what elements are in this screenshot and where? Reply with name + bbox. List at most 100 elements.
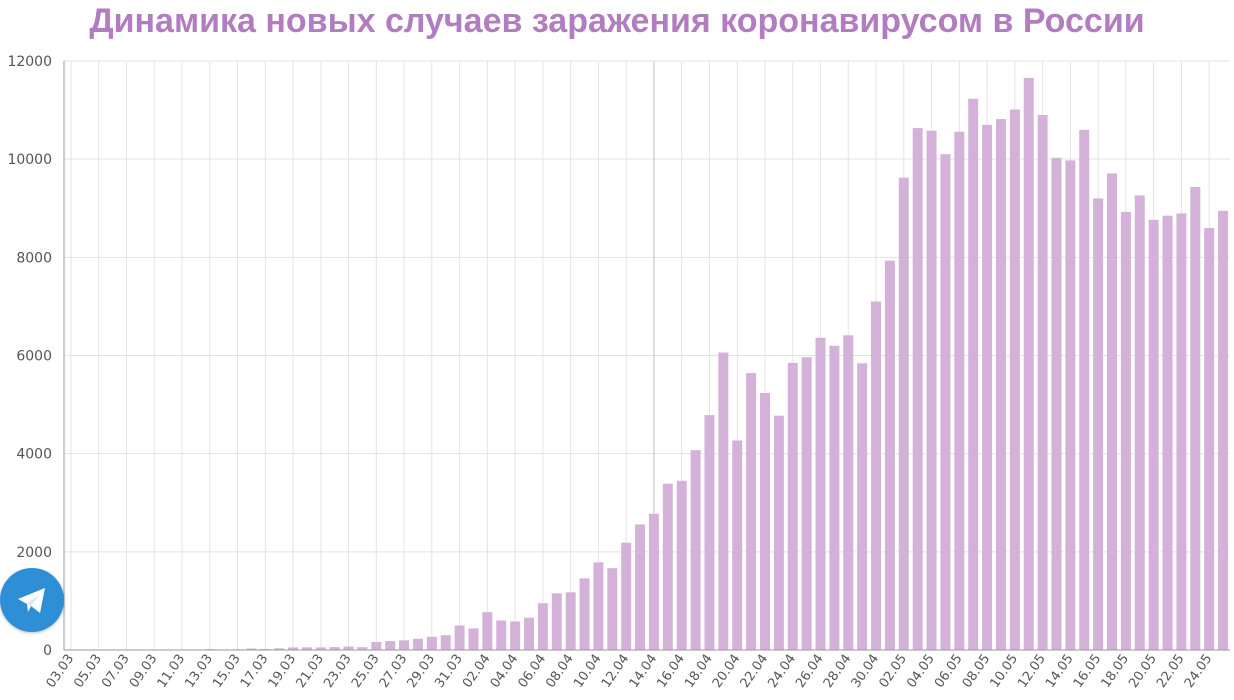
bar [676, 480, 687, 650]
x-tick-label: 28.04 [821, 652, 855, 691]
bar [412, 638, 423, 650]
x-tick-label: 14.04 [627, 652, 661, 691]
bar [1190, 186, 1201, 651]
bar [635, 524, 646, 650]
bar [510, 621, 521, 650]
x-tick-label: 23.03 [321, 652, 355, 691]
bar [1051, 157, 1062, 650]
bar [607, 568, 618, 650]
axes [63, 61, 1230, 651]
x-tick-label: 06.04 [516, 652, 550, 691]
bar [871, 301, 882, 650]
bar [482, 612, 493, 650]
x-tick-label: 12.05 [1015, 652, 1049, 691]
x-tick-label: 13.03 [182, 652, 216, 691]
bar [1009, 109, 1020, 651]
x-tick-label: 04.04 [488, 652, 522, 691]
telegram-share-button[interactable] [0, 568, 64, 632]
bar [579, 578, 590, 650]
x-tick-label: 22.05 [1154, 652, 1188, 691]
bar [1107, 173, 1118, 650]
y-tick-label: 2000 [16, 545, 52, 561]
bar [315, 647, 326, 650]
y-tick-label: 4000 [16, 447, 52, 463]
x-tick-label: 20.04 [710, 652, 744, 691]
x-tick-label: 29.03 [404, 652, 438, 691]
bar [496, 620, 507, 650]
x-tick-label: 05.03 [71, 652, 105, 691]
bar [857, 363, 868, 650]
x-tick-label: 02.04 [460, 652, 494, 691]
bar [301, 647, 312, 650]
bar [843, 335, 854, 650]
x-tick-label: 11.03 [155, 652, 189, 691]
x-tick-label: 10.05 [987, 652, 1021, 691]
bar [732, 440, 743, 650]
bar [565, 592, 576, 650]
x-tick-label: 04.05 [904, 652, 938, 691]
bar [329, 647, 340, 650]
x-tick-label: 27.03 [377, 652, 411, 691]
bar [648, 513, 659, 650]
bar [593, 562, 604, 650]
x-tick-label: 30.04 [849, 652, 883, 691]
x-tick-label: 16.04 [654, 652, 688, 691]
x-tick-label: 24.04 [765, 652, 799, 691]
x-tick-label: 24.05 [1182, 652, 1216, 691]
bar [704, 415, 715, 650]
x-tick-label: 25.03 [349, 652, 383, 691]
y-tick-label: 8000 [16, 250, 52, 266]
x-tick-label: 12.04 [599, 652, 633, 691]
x-tick-label: 07.03 [99, 652, 133, 691]
bar [815, 337, 826, 650]
x-tick-label: 10.04 [571, 652, 605, 691]
y-axis-ticks: 0 2000 4000 6000 8000 10000 12000 [7, 54, 52, 659]
chart-title: Динамика новых случаев заражения коронав… [89, 2, 1145, 40]
bar [537, 603, 548, 650]
bar [801, 357, 812, 650]
bar [898, 177, 909, 650]
bar [246, 648, 257, 650]
bar [1065, 160, 1076, 650]
bar [1023, 77, 1034, 651]
y-tick-label: 6000 [16, 349, 52, 365]
x-tick-label: 21.03 [293, 652, 327, 691]
bar [662, 483, 673, 650]
x-tick-label: 09.03 [127, 652, 161, 691]
bar [426, 636, 437, 650]
bar [440, 635, 451, 650]
bar [1093, 198, 1104, 650]
bars [65, 77, 1229, 651]
bar [1176, 213, 1187, 651]
x-tick-label: 02.05 [876, 652, 910, 691]
y-tick-label: 10000 [7, 152, 52, 168]
bar [954, 131, 965, 651]
bar [1037, 115, 1048, 650]
x-axis-ticks: 03.0305.0307.0309.0311.0313.0315.0317.03… [44, 652, 1216, 691]
bar [718, 352, 729, 650]
x-tick-label: 17.03 [238, 652, 272, 691]
bar [690, 450, 701, 650]
bar [343, 646, 354, 650]
bar [399, 640, 410, 650]
bar [1148, 219, 1159, 650]
x-tick-label: 18.04 [682, 652, 716, 691]
bar [982, 124, 993, 650]
bar [829, 345, 840, 650]
x-tick-label: 18.05 [1099, 652, 1133, 691]
y-tick-label: 12000 [7, 54, 52, 70]
bar [274, 648, 285, 650]
bar [746, 373, 757, 650]
bar [371, 641, 382, 650]
bar [468, 628, 479, 650]
bar [357, 647, 368, 650]
bar [968, 98, 979, 650]
bar [1079, 129, 1090, 651]
y-tick-label: 0 [43, 643, 52, 659]
bar [621, 542, 632, 650]
x-tick-label: 22.04 [738, 652, 772, 691]
bar [260, 648, 271, 650]
bar [884, 260, 895, 650]
x-tick-label: 19.03 [266, 652, 300, 691]
